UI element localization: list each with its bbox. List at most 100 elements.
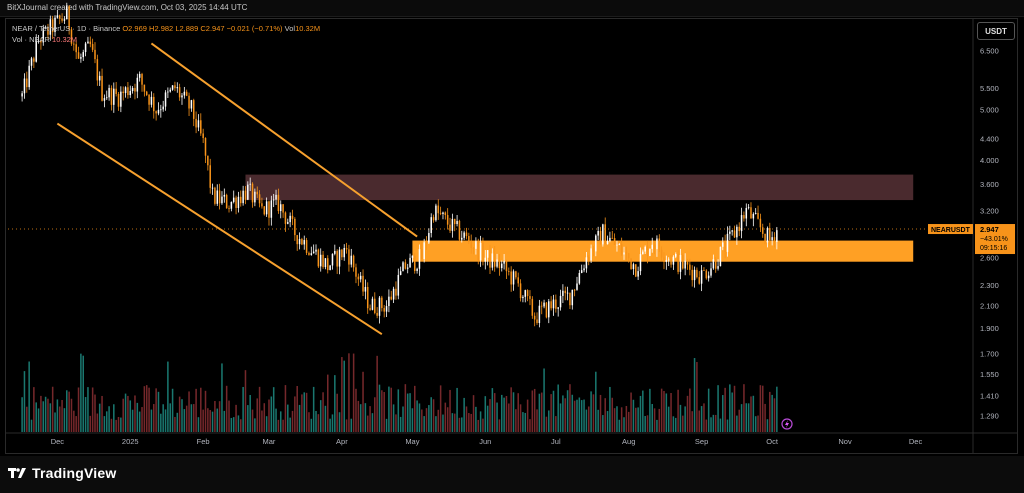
candle [482, 237, 484, 266]
candle [404, 259, 407, 270]
candle-body [684, 260, 686, 269]
candle [693, 266, 696, 288]
candle [336, 249, 338, 274]
candle [573, 288, 576, 297]
candle-body [421, 249, 423, 259]
candle-body [738, 226, 740, 232]
candle-body [270, 200, 273, 218]
candle [268, 200, 270, 226]
candle [308, 251, 310, 256]
candle [329, 264, 331, 271]
candle [242, 185, 244, 206]
volume-bar [237, 415, 240, 432]
candle-body [322, 254, 324, 268]
candle-body [557, 307, 559, 309]
candle [428, 228, 430, 245]
candle [141, 72, 143, 92]
tradingview-logo[interactable]: TradingView [8, 462, 116, 484]
volume-bar [58, 406, 61, 432]
candle [644, 245, 646, 254]
candle-body [265, 201, 268, 215]
volume-bar [324, 405, 327, 432]
volume-bar [334, 375, 336, 432]
candle [550, 296, 552, 311]
candle [691, 265, 693, 287]
volume-bar [430, 397, 432, 432]
candle [80, 53, 82, 63]
volume-bar [188, 391, 190, 432]
candle [761, 223, 764, 238]
vol-label: Vol [284, 24, 296, 33]
candle [374, 292, 376, 315]
candle [449, 217, 451, 234]
volume-bar [453, 413, 456, 432]
candle [185, 89, 188, 97]
candle-body [80, 57, 82, 59]
volume-bar [423, 416, 425, 432]
candle [759, 213, 762, 232]
candle-body [667, 259, 670, 261]
candle [475, 237, 477, 255]
candle [371, 296, 374, 311]
candle-body [35, 40, 37, 62]
candle-body [468, 236, 470, 242]
candle [656, 235, 658, 257]
lightning-icon[interactable] [781, 418, 793, 430]
candle [500, 260, 503, 272]
candle-body [630, 258, 632, 270]
candle-body [555, 299, 557, 309]
candle [682, 253, 684, 270]
candle-body [463, 232, 465, 238]
candle [91, 38, 94, 53]
candle-body [578, 272, 581, 284]
candle-body [766, 228, 769, 243]
volume-bar [82, 355, 85, 432]
volume-bar [656, 419, 658, 432]
volume-bar [522, 412, 524, 432]
volume-bar [686, 395, 689, 432]
candle-body [470, 241, 472, 248]
volume-bar [413, 385, 416, 432]
candle [230, 201, 233, 212]
candle-body [397, 274, 400, 296]
candle-body [411, 255, 414, 258]
candle-body [357, 276, 360, 280]
candle-body [160, 109, 162, 111]
ohlc-legend: NEAR / TetherUS · 1D · Binance O2.969 H2… [12, 24, 320, 33]
candle [136, 73, 139, 99]
candle-body [533, 315, 536, 320]
candle [138, 71, 141, 82]
volume-bar [637, 407, 639, 432]
candle [44, 25, 47, 30]
candle [477, 238, 480, 265]
candle [754, 208, 757, 215]
candle [712, 254, 715, 270]
candle [228, 205, 230, 213]
candle-body [606, 240, 609, 245]
symbol-label[interactable]: NEAR / TetherUS · 1D · Binance [12, 24, 121, 33]
volume-bar [291, 410, 294, 432]
volume-bar [157, 391, 160, 432]
candle [244, 186, 247, 205]
candle-body [113, 88, 115, 105]
volume-bar [580, 400, 583, 432]
candle-body [776, 230, 778, 242]
candle [66, 2, 68, 20]
candle [369, 304, 371, 311]
volume-bar [143, 386, 146, 432]
candle [670, 254, 672, 268]
vol2-value: 10.32M [52, 35, 78, 44]
candle-body [531, 298, 534, 316]
currency-button[interactable]: USDT [977, 22, 1015, 40]
candle [672, 255, 675, 270]
volume-bar [689, 388, 691, 432]
candle-body [573, 289, 576, 291]
candle-body [698, 277, 701, 284]
candle-body [317, 249, 320, 267]
volume-bar [595, 371, 597, 432]
volume-bar [66, 390, 68, 432]
candle [557, 307, 559, 317]
volume-bar [383, 392, 385, 432]
volume-bar [653, 408, 656, 432]
